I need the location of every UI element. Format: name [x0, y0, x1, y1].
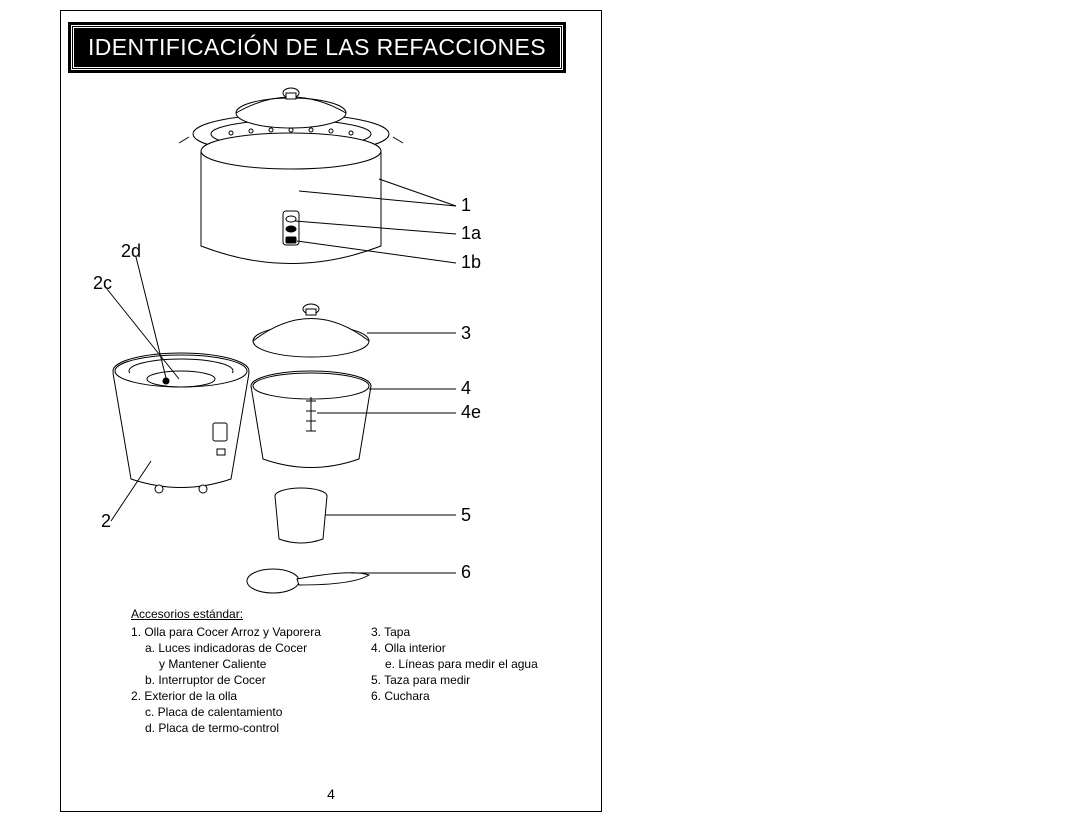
callout-4e: 4e — [461, 402, 481, 423]
callout-1b: 1b — [461, 252, 481, 273]
callout-1: 1 — [461, 195, 471, 216]
legend-item: 6. Cuchara — [371, 688, 571, 704]
page-frame: IDENTIFICACIÓN DE LAS REFACCIONES — [60, 10, 602, 812]
callout-5: 5 — [461, 505, 471, 526]
callout-1a: 1a — [461, 223, 481, 244]
legend-heading: Accesorios estándar: — [131, 606, 571, 622]
legend-item: d. Placa de termo-control — [131, 720, 371, 736]
legend-item: 2. Exterior de la olla — [131, 688, 371, 704]
legend: Accesorios estándar: 1. Olla para Cocer … — [131, 606, 571, 736]
legend-item: a. Luces indicadoras de Cocer — [131, 640, 371, 656]
section-title-box: IDENTIFICACIÓN DE LAS REFACCIONES — [71, 25, 563, 70]
legend-item: 4. Olla interior — [371, 640, 571, 656]
legend-item: b. Interruptor de Cocer — [131, 672, 371, 688]
diagram-svg — [61, 71, 601, 611]
legend-item: 5. Taza para medir — [371, 672, 571, 688]
legend-item: 3. Tapa — [371, 624, 571, 640]
parts-diagram: 1 1a 1b 3 4 4e 5 6 2d 2c 2 — [61, 71, 601, 611]
legend-item: c. Placa de calentamiento — [131, 704, 371, 720]
callout-2: 2 — [101, 511, 111, 532]
page-number: 4 — [61, 786, 601, 802]
callout-2d: 2d — [121, 241, 141, 262]
legend-item: 1. Olla para Cocer Arroz y Vaporera — [131, 624, 371, 640]
callout-3: 3 — [461, 323, 471, 344]
legend-item: y Mantener Caliente — [131, 656, 371, 672]
legend-col-right: 3. Tapa 4. Olla interior e. Líneas para … — [371, 624, 571, 736]
callout-4: 4 — [461, 378, 471, 399]
callout-6: 6 — [461, 562, 471, 583]
legend-item: e. Líneas para medir el agua — [371, 656, 571, 672]
section-title: IDENTIFICACIÓN DE LAS REFACCIONES — [88, 34, 546, 60]
callout-2c: 2c — [93, 273, 112, 294]
legend-col-left: 1. Olla para Cocer Arroz y Vaporera a. L… — [131, 624, 371, 736]
